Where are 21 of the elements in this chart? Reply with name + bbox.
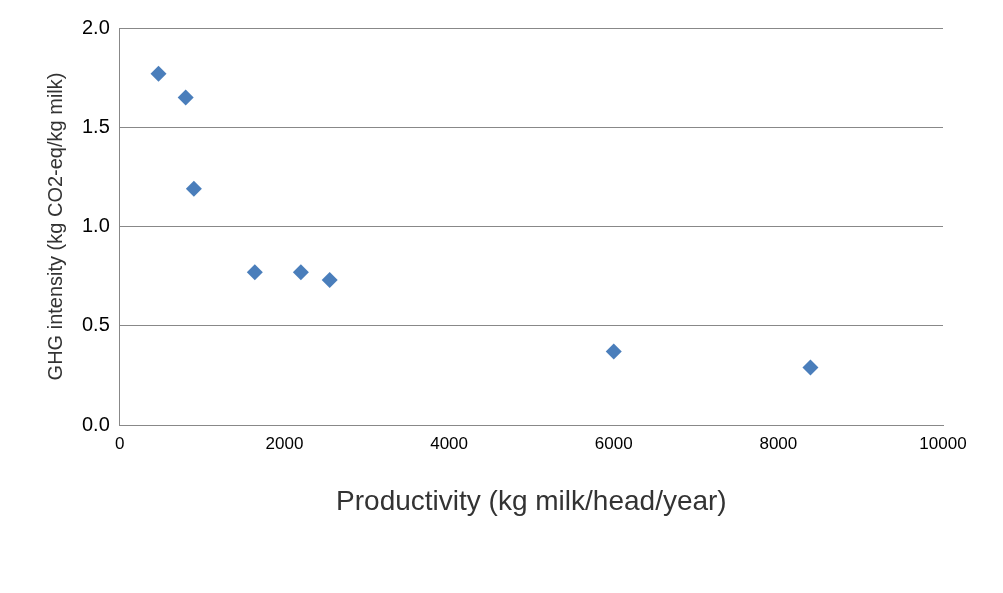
x-tick-label: 8000 (759, 433, 798, 453)
point (321, 272, 338, 289)
x-tick-label: 4000 (430, 433, 468, 453)
x-axis-title: Productivity (kg milk/head/year) (336, 484, 727, 516)
y-tick-label: 0.5 (81, 313, 110, 336)
x-tick-label: 0 (115, 433, 125, 453)
point (605, 343, 622, 360)
y-tick-label: 0.0 (81, 412, 110, 435)
y-tick-label: 2.0 (81, 15, 110, 38)
y-tick-label: 1.0 (81, 214, 110, 237)
x-tick-label: 2000 (265, 433, 304, 453)
point (177, 89, 194, 106)
y-tick-label: 1.5 (81, 114, 110, 137)
point (150, 65, 167, 82)
x-tick-label: 6000 (594, 433, 633, 453)
x-tick-label: 10000 (919, 433, 967, 453)
point (246, 264, 263, 281)
point (292, 264, 309, 281)
point (802, 359, 819, 376)
point (185, 180, 202, 197)
y-axis-title: GHG intensity (kg CO2-eq/kg milk) (43, 72, 66, 381)
